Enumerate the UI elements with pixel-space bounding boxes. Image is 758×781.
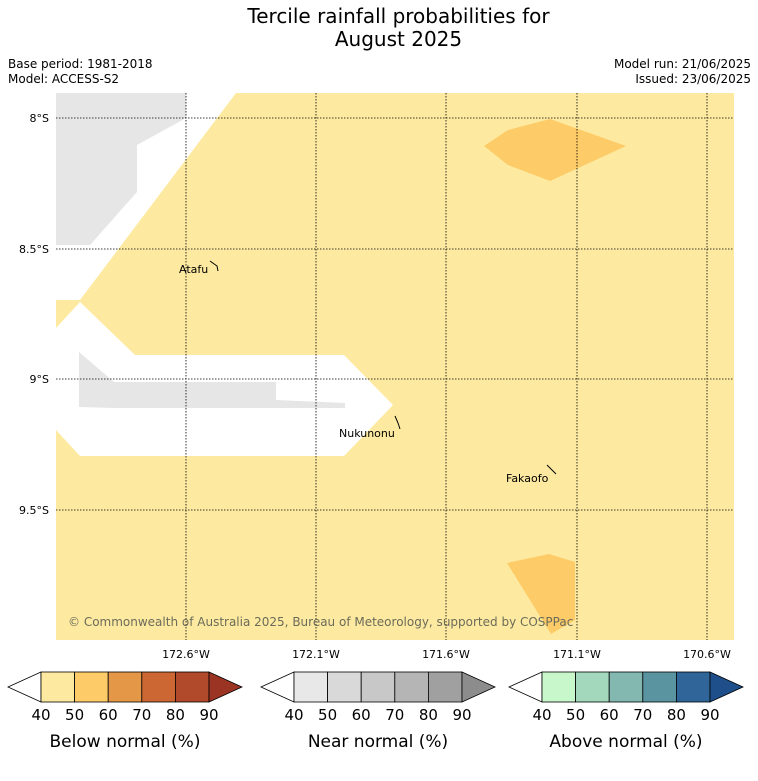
model-run: Model run: 21/06/2025 bbox=[613, 57, 751, 71]
colorbar-segment bbox=[293, 671, 328, 703]
title-line-2: August 2025 bbox=[334, 27, 463, 51]
colorbar-tick-label: 80 bbox=[667, 706, 686, 724]
nukunonu-atoll-outline bbox=[394, 415, 401, 430]
colorbar-tick-label: 50 bbox=[318, 706, 337, 724]
map-title: Tercile rainfall probabilities for Augus… bbox=[0, 5, 758, 51]
colorbar-segment bbox=[541, 671, 576, 703]
lat-label: 9.5°S bbox=[19, 504, 49, 517]
colorbar-segment bbox=[360, 671, 396, 703]
atafu-atoll-outline bbox=[209, 260, 219, 272]
colorbar-extend-low bbox=[508, 671, 543, 703]
colorbar-segment bbox=[427, 671, 463, 703]
colorbar-tick-label: 70 bbox=[132, 706, 151, 724]
lon-label: 172.1°W bbox=[292, 648, 340, 661]
colorbar-tick-label: 90 bbox=[199, 706, 218, 724]
below-normal-50-region-south bbox=[507, 554, 575, 634]
issued-date: Issued: 23/06/2025 bbox=[635, 72, 751, 86]
copyright-notice: © Commonwealth of Australia 2025, Bureau… bbox=[68, 615, 573, 629]
near-normal-region-north bbox=[56, 93, 186, 245]
lon-label: 171.6°W bbox=[422, 648, 470, 661]
colorbar-tick-label: 40 bbox=[31, 706, 50, 724]
colorbar-segment bbox=[141, 671, 176, 703]
colorbar-tick-label: 40 bbox=[284, 706, 303, 724]
map-area bbox=[56, 93, 734, 640]
colorbar-segment bbox=[394, 671, 429, 703]
lon-label: 170.6°W bbox=[683, 648, 731, 661]
above-normal-colorbar: 40 50 60 70 80 90 Above normal (%) bbox=[508, 671, 744, 752]
colorbar-segment bbox=[575, 671, 610, 703]
colorbar-tick-label: 70 bbox=[633, 706, 652, 724]
colorbar-extend-high bbox=[709, 671, 744, 703]
place-label-nukunonu: Nukunonu bbox=[339, 427, 395, 440]
colorbar-tick-label: 70 bbox=[385, 706, 404, 724]
colorbar-label: Above normal (%) bbox=[549, 732, 702, 752]
colorbar-segment bbox=[74, 671, 109, 703]
lat-label: 9°S bbox=[30, 373, 49, 386]
colorbar-tick-label: 90 bbox=[700, 706, 719, 724]
colorbar-label: Near normal (%) bbox=[308, 732, 448, 752]
lat-label: 8.5°S bbox=[19, 243, 49, 256]
colorbar-tick-label: 90 bbox=[452, 706, 471, 724]
meta-left: Base period: 1981-2018 Model: ACCESS-S2 bbox=[8, 57, 153, 87]
below-normal-50-region-north bbox=[484, 119, 626, 181]
colorbar-tick-label: 80 bbox=[419, 706, 438, 724]
title-line-1: Tercile rainfall probabilities for bbox=[247, 4, 550, 28]
colorbar-tick-label: 60 bbox=[600, 706, 619, 724]
colorbar-tick-label: 40 bbox=[532, 706, 551, 724]
below-normal-colorbar: 40 50 60 70 80 90 Below normal (%) bbox=[7, 671, 243, 752]
fakaofo-atoll-outline bbox=[546, 464, 557, 475]
colorbar-tick-label: 50 bbox=[65, 706, 84, 724]
graticule bbox=[56, 93, 734, 640]
place-label-atafu: Atafu bbox=[179, 263, 208, 276]
colorbar-extend-low bbox=[7, 671, 42, 703]
lat-label: 8°S bbox=[30, 112, 49, 125]
colorbar-tick-label: 50 bbox=[566, 706, 585, 724]
colorbar-extend-high bbox=[208, 671, 243, 703]
place-label-fakaofo: Fakaofo bbox=[506, 472, 549, 485]
base-period: Base period: 1981-2018 bbox=[8, 57, 153, 71]
lon-label: 172.6°W bbox=[162, 648, 210, 661]
colorbar-segment bbox=[174, 671, 210, 703]
colorbar-segment bbox=[608, 671, 644, 703]
colorbar-extend-high bbox=[461, 671, 496, 703]
meta-right: Model run: 21/06/2025 Issued: 23/06/2025 bbox=[614, 57, 751, 87]
colorbar-segment bbox=[327, 671, 362, 703]
colorbar-segment bbox=[40, 671, 75, 703]
colorbar-segment bbox=[676, 671, 711, 703]
near-normal-region-middle bbox=[79, 352, 345, 408]
colorbar-segment bbox=[642, 671, 677, 703]
colorbar-tick-label: 60 bbox=[99, 706, 118, 724]
colorbar-segment bbox=[107, 671, 143, 703]
colorbar-tick-label: 80 bbox=[166, 706, 185, 724]
colorbar-label: Below normal (%) bbox=[50, 732, 201, 752]
lon-label: 171.1°W bbox=[553, 648, 601, 661]
colorbar-extend-low bbox=[260, 671, 295, 703]
colorbar-tick-label: 60 bbox=[352, 706, 371, 724]
model-name: Model: ACCESS-S2 bbox=[8, 72, 120, 86]
